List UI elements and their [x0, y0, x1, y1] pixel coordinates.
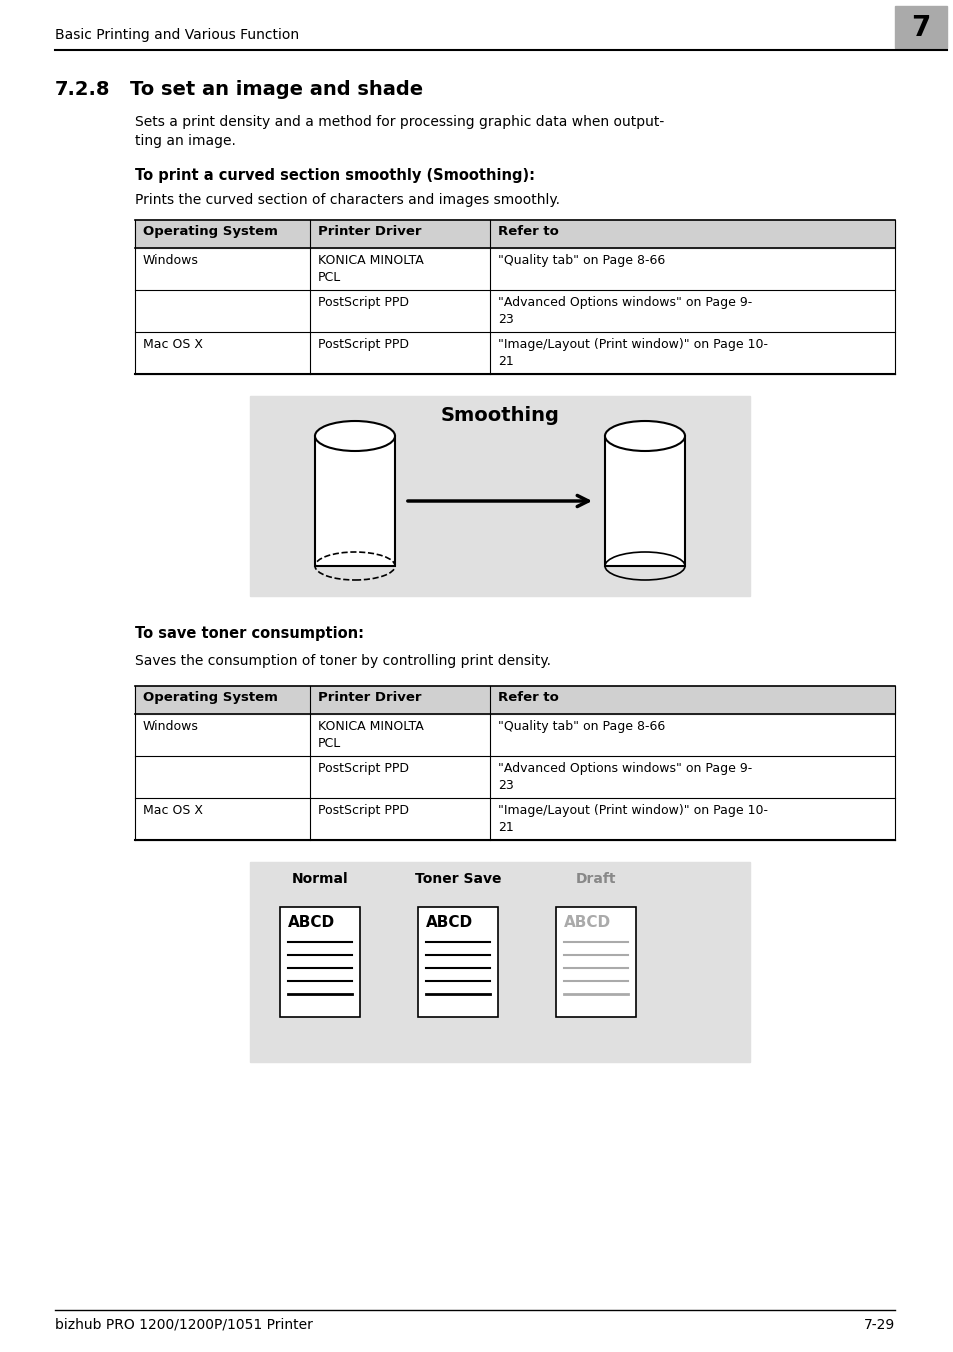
- Text: PostScript PPD: PostScript PPD: [317, 338, 409, 352]
- Text: Windows: Windows: [143, 721, 198, 733]
- Text: Refer to: Refer to: [497, 224, 558, 238]
- Text: "Image/Layout (Print window)" on Page 10-
21: "Image/Layout (Print window)" on Page 10…: [497, 804, 767, 834]
- Text: Operating System: Operating System: [143, 691, 277, 704]
- Text: "Image/Layout (Print window)" on Page 10-
21: "Image/Layout (Print window)" on Page 10…: [497, 338, 767, 368]
- Text: Basic Printing and Various Function: Basic Printing and Various Function: [55, 28, 299, 42]
- Bar: [280, 907, 359, 1017]
- Text: "Quality tab" on Page 8-66: "Quality tab" on Page 8-66: [497, 721, 664, 733]
- Ellipse shape: [314, 420, 395, 452]
- Text: ABCD: ABCD: [426, 915, 473, 930]
- Text: Refer to: Refer to: [497, 691, 558, 704]
- Bar: [604, 435, 684, 566]
- Text: Operating System: Operating System: [143, 224, 277, 238]
- Text: Mac OS X: Mac OS X: [143, 804, 203, 817]
- Text: "Advanced Options windows" on Page 9-
23: "Advanced Options windows" on Page 9- 23: [497, 296, 752, 326]
- Text: 7-29: 7-29: [862, 1318, 894, 1332]
- Text: "Quality tab" on Page 8-66: "Quality tab" on Page 8-66: [497, 254, 664, 266]
- Text: PostScript PPD: PostScript PPD: [317, 763, 409, 775]
- Bar: [135, 220, 894, 247]
- Bar: [417, 907, 497, 1017]
- Bar: [556, 907, 636, 1017]
- Text: To set an image and shade: To set an image and shade: [130, 80, 423, 99]
- Bar: [314, 435, 395, 566]
- Text: KONICA MINOLTA
PCL: KONICA MINOLTA PCL: [317, 721, 423, 750]
- Text: ABCD: ABCD: [563, 915, 611, 930]
- Text: To print a curved section smoothly (Smoothing):: To print a curved section smoothly (Smoo…: [135, 168, 535, 183]
- Text: Saves the consumption of toner by controlling print density.: Saves the consumption of toner by contro…: [135, 654, 551, 668]
- Text: Toner Save: Toner Save: [415, 872, 500, 886]
- Ellipse shape: [604, 420, 684, 452]
- Text: Prints the curved section of characters and images smoothly.: Prints the curved section of characters …: [135, 193, 559, 207]
- Text: Normal: Normal: [292, 872, 348, 886]
- Text: Windows: Windows: [143, 254, 198, 266]
- Text: "Advanced Options windows" on Page 9-
23: "Advanced Options windows" on Page 9- 23: [497, 763, 752, 792]
- Text: Printer Driver: Printer Driver: [317, 691, 421, 704]
- Text: Sets a print density and a method for processing graphic data when output-
ting : Sets a print density and a method for pr…: [135, 115, 663, 149]
- Text: bizhub PRO 1200/1200P/1051 Printer: bizhub PRO 1200/1200P/1051 Printer: [55, 1318, 313, 1332]
- Bar: [250, 863, 749, 1063]
- Bar: [135, 685, 894, 714]
- Bar: [250, 396, 749, 596]
- Text: Smoothing: Smoothing: [440, 406, 558, 425]
- Text: KONICA MINOLTA
PCL: KONICA MINOLTA PCL: [317, 254, 423, 284]
- Text: ABCD: ABCD: [288, 915, 335, 930]
- Text: To save toner consumption:: To save toner consumption:: [135, 626, 364, 641]
- Bar: [894, 5, 946, 49]
- Text: Printer Driver: Printer Driver: [317, 224, 421, 238]
- Text: PostScript PPD: PostScript PPD: [317, 804, 409, 817]
- Text: Mac OS X: Mac OS X: [143, 338, 203, 352]
- Text: PostScript PPD: PostScript PPD: [317, 296, 409, 310]
- Text: 7: 7: [910, 14, 930, 42]
- Text: Draft: Draft: [576, 872, 616, 886]
- Text: 7.2.8: 7.2.8: [55, 80, 111, 99]
